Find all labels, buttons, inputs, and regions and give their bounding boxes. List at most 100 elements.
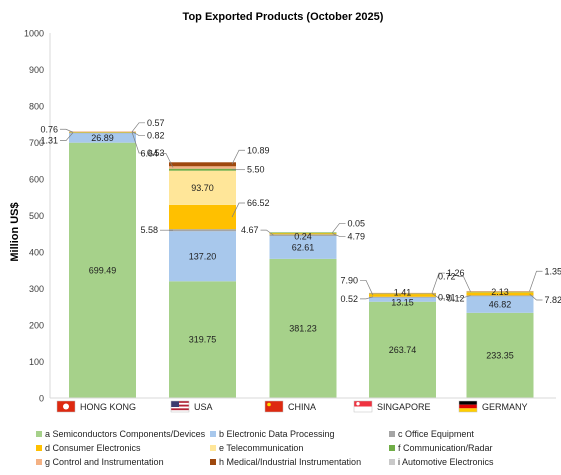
legend-label: g Control and Instrumentation [45, 457, 164, 467]
data-label: 7.82 [545, 295, 561, 305]
leader-line [131, 131, 145, 154]
data-label: 93.70 [191, 183, 214, 193]
data-label: 0.72 [438, 272, 456, 282]
data-label: 4.79 [348, 231, 366, 241]
singapore-flag-icon [353, 400, 373, 413]
legend: a Semiconductors Components/Devices b Ele… [36, 429, 494, 467]
bar-segment [369, 293, 436, 295]
legend-label: a Semiconductors Components/Devices [45, 429, 206, 439]
y-tick-label: 500 [29, 211, 44, 221]
data-label: 137.20 [189, 251, 217, 261]
leader-line [332, 233, 346, 237]
data-label: 66.52 [247, 198, 270, 208]
flag-border [458, 400, 478, 413]
legend-swatch [389, 431, 395, 437]
leader-line [160, 153, 174, 168]
leader-line [260, 229, 274, 236]
x-tick-label: CHINA [288, 402, 316, 412]
y-tick-label: 1000 [24, 29, 44, 39]
data-label: 0.24 [294, 232, 312, 242]
y-tick-label: 0 [39, 394, 44, 404]
bars-layer [69, 131, 534, 398]
data-label: 233.35 [486, 350, 514, 360]
chart-title: Top Exported Products (October 2025) [183, 11, 384, 23]
x-tick-label: USA [194, 402, 213, 412]
hong-kong-flag-icon [56, 400, 76, 413]
data-label: 5.50 [247, 165, 265, 175]
y-tick-label: 800 [29, 102, 44, 112]
leader-line [360, 296, 374, 300]
flag-border [56, 400, 76, 413]
data-label: 46.82 [489, 299, 512, 309]
data-label: 1.41 [394, 288, 412, 298]
x-tick-label: HONG KONG [80, 402, 136, 412]
legend-swatch [36, 459, 42, 465]
china-flag-icon [264, 400, 284, 413]
data-label: 1.35 [545, 266, 561, 276]
y-tick-label: 600 [29, 175, 44, 185]
bar-segment [269, 232, 337, 234]
legend-label: i Automotive Electronics [398, 457, 494, 467]
data-label: 10.89 [247, 145, 270, 155]
data-label: 4.67 [241, 225, 259, 235]
flag-border [264, 400, 284, 413]
bar-segment [69, 132, 136, 143]
bar-segment [169, 281, 236, 398]
flag-border [170, 400, 190, 413]
y-tick-label: 200 [29, 321, 44, 331]
x-axis: HONG KONG USA CHINA SINGAPORE GERMANY [50, 397, 556, 413]
bar-segment [169, 162, 236, 167]
bar-segment [69, 131, 136, 133]
leader-line [529, 293, 543, 301]
bar-segment [369, 296, 436, 302]
leader-line [60, 132, 74, 141]
flag-canton [171, 401, 179, 407]
flag-crescent [356, 402, 360, 406]
data-label: 0.91 [438, 293, 456, 303]
data-label: 62.61 [292, 242, 315, 252]
data-label: 381.23 [289, 323, 317, 333]
data-label: 319.75 [189, 335, 217, 345]
flag-stripe [171, 408, 189, 411]
bar-segment [169, 168, 236, 171]
flag-bottom [354, 406, 372, 412]
data-label: 5.58 [140, 225, 158, 235]
y-axis: 0 100 200 300 400 500 600 700 800 900 1000 [24, 29, 51, 404]
flag-gold [459, 408, 477, 412]
leader-line [231, 149, 245, 165]
bar-segment [169, 170, 236, 205]
bar-segment [69, 142, 136, 398]
data-label: 26.89 [91, 133, 114, 143]
leader-line [457, 276, 471, 292]
y-tick-label: 700 [29, 138, 44, 148]
legend-label: e Telecommunication [219, 443, 303, 453]
data-label: 0.12 [447, 293, 465, 303]
flag-border [353, 400, 373, 413]
data-label: 0.76 [40, 124, 58, 134]
legend-label: d Consumer Electronics [45, 443, 141, 453]
flag-emblem [63, 403, 69, 410]
y-tick-label: 300 [29, 284, 44, 294]
data-label: 6.64 [140, 148, 158, 158]
flag-red [459, 404, 477, 409]
legend-swatch [210, 445, 216, 451]
leader-line [231, 202, 245, 218]
flag-field [265, 401, 283, 412]
data-label: 0.52 [340, 294, 358, 304]
x-tick-label: SINGAPORE [377, 402, 431, 412]
flag-top [354, 401, 372, 407]
usa-flag-icon [170, 400, 190, 413]
legend-swatch [389, 459, 395, 465]
legend-swatch [36, 431, 42, 437]
bar-segment [369, 292, 436, 294]
legend-swatch [210, 431, 216, 437]
bar-segment [466, 292, 534, 296]
bar-segment [269, 258, 337, 398]
data-labels-layer: 699.49 26.89 1.31 0.76 0.53 0.57 0.82 319.75 137… [40, 118, 561, 361]
flag-stripe [171, 404, 189, 407]
bar-segment [369, 301, 436, 398]
legend-label: c Office Equipment [398, 429, 474, 439]
bar-segment [369, 293, 436, 297]
bar-segment [269, 232, 337, 235]
